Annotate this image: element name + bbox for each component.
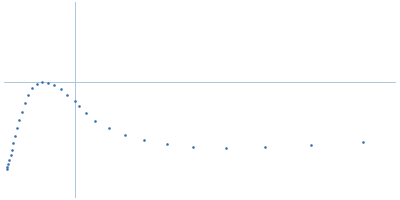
Point — [262, 146, 268, 149]
Point — [6, 158, 12, 162]
Point — [39, 81, 45, 84]
Point — [44, 81, 51, 84]
Point — [4, 165, 10, 168]
Point — [92, 119, 99, 122]
Point — [58, 88, 64, 91]
Point — [76, 104, 82, 107]
Point — [223, 147, 229, 150]
Point — [4, 168, 10, 171]
Point — [9, 148, 15, 151]
Point — [64, 93, 70, 96]
Point — [25, 93, 31, 96]
Point — [190, 145, 197, 148]
Point — [29, 87, 35, 90]
Point — [51, 83, 58, 87]
Point — [10, 142, 16, 145]
Point — [308, 143, 314, 147]
Point — [14, 127, 20, 130]
Point — [164, 142, 170, 145]
Point — [7, 154, 14, 157]
Point — [12, 134, 18, 138]
Point — [22, 101, 28, 104]
Point — [16, 119, 22, 122]
Point — [105, 127, 112, 130]
Point — [34, 82, 40, 85]
Point — [71, 99, 78, 102]
Point — [18, 110, 25, 113]
Point — [5, 162, 11, 166]
Point — [82, 111, 89, 115]
Point — [141, 138, 148, 141]
Point — [122, 133, 128, 136]
Point — [360, 140, 366, 144]
